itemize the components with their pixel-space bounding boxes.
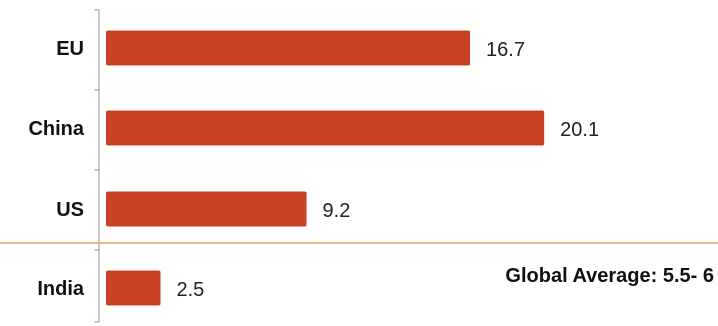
- data-label: 16.7: [486, 39, 525, 61]
- bar-india: [106, 270, 161, 306]
- y-tick-label: China: [28, 118, 84, 140]
- bar-china: [106, 110, 545, 146]
- y-tick-label: India: [37, 278, 85, 300]
- reference-line-label: Global Average: 5.5- 6: [505, 265, 714, 287]
- y-tick-label: EU: [56, 38, 84, 60]
- bar-eu: [106, 30, 471, 66]
- data-label: 9.2: [323, 200, 351, 222]
- data-label: 20.1: [560, 119, 599, 141]
- data-label: 2.5: [177, 279, 205, 301]
- y-tick-label: US: [56, 199, 84, 221]
- bars-layer: EU 16.7 China 20.1 US 9.2 India 2.5: [28, 9, 599, 323]
- bar-us: [106, 191, 307, 227]
